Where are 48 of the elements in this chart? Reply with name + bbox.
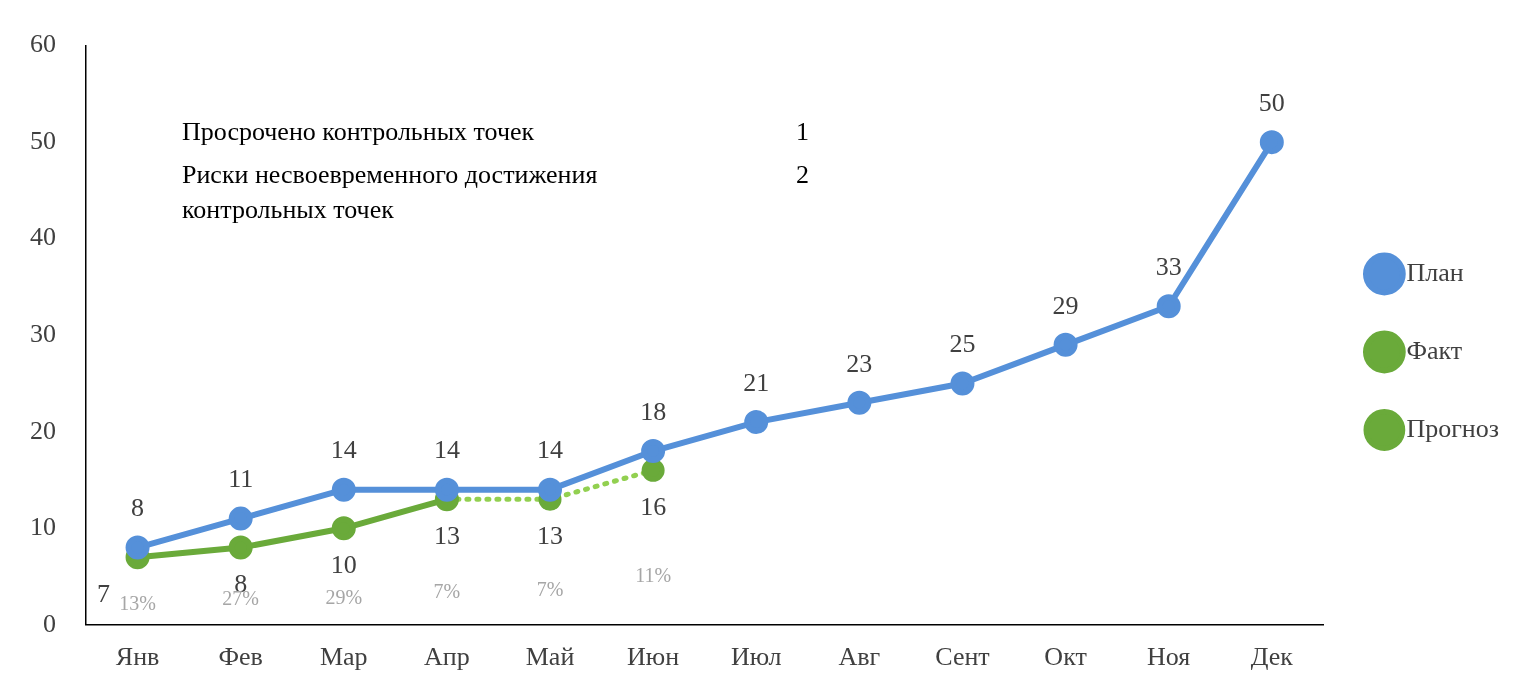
data-label: 50: [1258, 87, 1285, 117]
x-tick-label: Мар: [319, 642, 368, 672]
x-tick-label: Июл: [730, 642, 782, 672]
x-tick-label: Фев: [218, 642, 263, 672]
y-tick-label: 60: [30, 29, 56, 59]
data-label: 10: [330, 550, 357, 580]
annotation: 29%: [325, 586, 363, 609]
x-tick-label: Дек: [1250, 642, 1294, 672]
y-tick-label: 50: [30, 125, 56, 155]
data-label: 7: [97, 579, 111, 609]
annotation: 2: [796, 160, 809, 189]
data-label: 11: [228, 464, 254, 494]
annotation: 7%: [433, 580, 461, 603]
y-tick-label: 0: [43, 608, 56, 638]
annotation: 11%: [635, 564, 672, 587]
x-tick-label: Апр: [424, 642, 470, 672]
x-tick-label: Авг: [838, 642, 881, 672]
annotation: 13%: [119, 592, 156, 615]
x-tick-label: Сент: [935, 642, 990, 672]
x-tick-label: Янв: [115, 642, 160, 672]
data-label: 25: [949, 329, 976, 359]
x-tick-label: Ноя: [1147, 642, 1191, 672]
data-label: 14: [330, 435, 357, 465]
data-label: 33: [1155, 252, 1182, 282]
annotation: Просрочено контрольных точек: [182, 117, 535, 146]
y-tick-label: 40: [30, 222, 56, 252]
data-label: 16: [640, 492, 667, 522]
data-label: 13: [537, 521, 564, 551]
x-tick-label: Окт: [1044, 642, 1087, 672]
y-tick-label: 10: [30, 512, 56, 542]
data-label: 13: [433, 521, 460, 551]
data-label: 8: [131, 493, 145, 523]
annotation: 7%: [536, 578, 564, 601]
data-label: 14: [433, 435, 460, 465]
legend-label: Факт: [1406, 335, 1463, 365]
data-label: 23: [846, 348, 873, 378]
annotation: 1: [796, 117, 809, 146]
x-tick-label: Май: [525, 642, 575, 672]
y-tick-label: 30: [30, 319, 56, 349]
legend-label: План: [1406, 257, 1464, 287]
legend-label: Прогноз: [1406, 413, 1499, 443]
data-label: 29: [1052, 290, 1079, 320]
data-label: 18: [640, 396, 667, 426]
y-tick-label: 20: [30, 415, 56, 445]
annotation: Риски несвоевременного достижения контрольных точек: [182, 160, 598, 224]
data-label: 14: [537, 435, 564, 465]
x-tick-label: Июн: [627, 642, 680, 672]
data-label: 21: [743, 367, 770, 397]
